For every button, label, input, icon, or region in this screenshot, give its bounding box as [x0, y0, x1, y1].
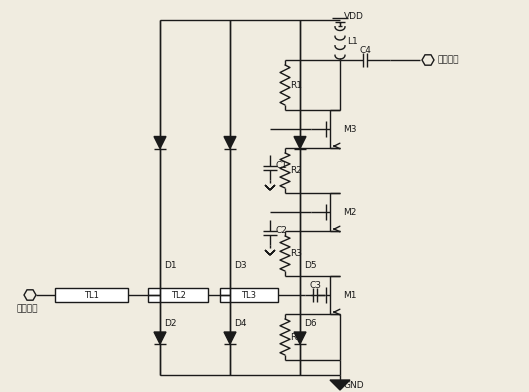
- Text: VDD: VDD: [344, 11, 364, 20]
- Text: M1: M1: [343, 290, 357, 299]
- Text: C3: C3: [309, 281, 321, 290]
- Polygon shape: [294, 136, 306, 149]
- Polygon shape: [330, 380, 350, 390]
- Text: L1: L1: [347, 36, 358, 45]
- Text: M3: M3: [343, 125, 357, 134]
- Text: D1: D1: [164, 261, 177, 270]
- FancyBboxPatch shape: [148, 288, 208, 302]
- Text: C1: C1: [275, 160, 287, 169]
- Polygon shape: [294, 332, 306, 344]
- Text: R3: R3: [290, 249, 302, 258]
- Text: R2: R2: [290, 166, 302, 175]
- Polygon shape: [154, 136, 166, 149]
- Text: TL3: TL3: [242, 290, 257, 299]
- Text: D4: D4: [234, 318, 247, 327]
- FancyBboxPatch shape: [55, 288, 128, 302]
- Text: TL2: TL2: [170, 290, 186, 299]
- Text: 信号输出: 信号输出: [438, 56, 460, 65]
- Text: R4: R4: [290, 332, 302, 341]
- Polygon shape: [265, 185, 275, 190]
- Text: C4: C4: [359, 45, 371, 54]
- Polygon shape: [154, 332, 166, 344]
- Text: C2: C2: [275, 225, 287, 234]
- Polygon shape: [224, 136, 236, 149]
- Text: D5: D5: [304, 261, 317, 270]
- Text: M2: M2: [343, 207, 357, 216]
- Text: GND: GND: [344, 381, 364, 390]
- Text: D6: D6: [304, 318, 317, 327]
- Text: 信号输入: 信号输入: [16, 305, 38, 314]
- Text: TL1: TL1: [84, 290, 99, 299]
- Text: R1: R1: [290, 80, 302, 89]
- FancyBboxPatch shape: [220, 288, 278, 302]
- Polygon shape: [224, 332, 236, 344]
- Text: D3: D3: [234, 261, 247, 270]
- Text: D2: D2: [164, 318, 177, 327]
- Polygon shape: [265, 250, 275, 255]
